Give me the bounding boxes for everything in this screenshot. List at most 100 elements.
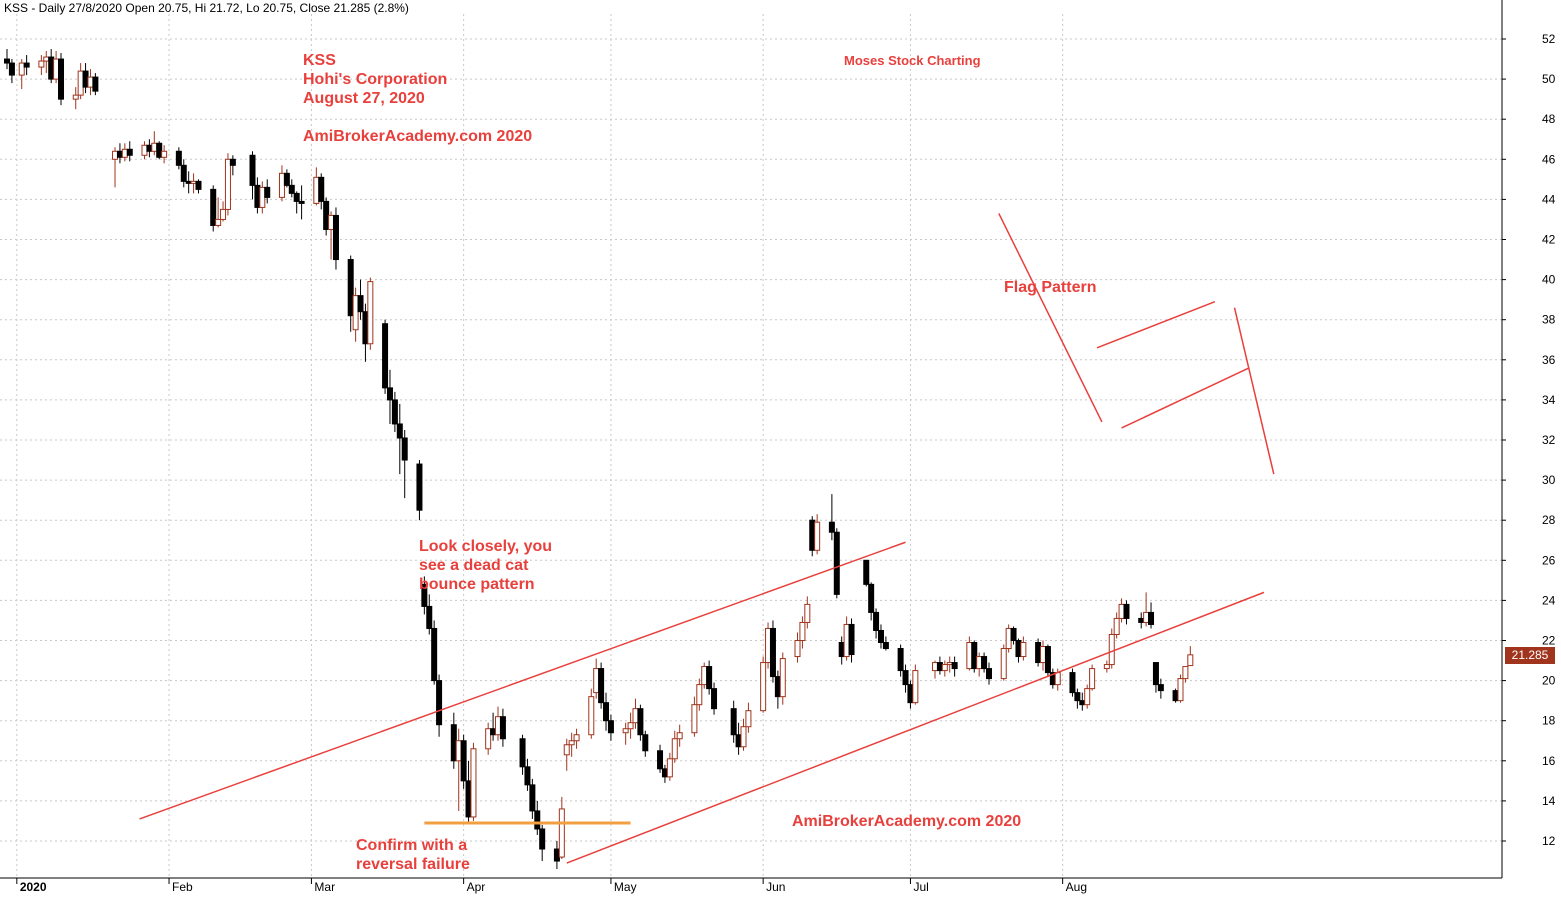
candle <box>313 167 320 206</box>
candle-body-up <box>495 716 501 736</box>
candle <box>126 141 133 162</box>
candle-body-down <box>499 716 506 740</box>
candle-body-down <box>907 684 914 704</box>
candle-body-up <box>912 670 919 704</box>
candle <box>657 744 664 773</box>
candle <box>1148 602 1155 629</box>
y-tick-label: 18 <box>1542 714 1556 728</box>
candle <box>691 696 698 737</box>
candle <box>642 730 649 757</box>
candle <box>470 742 477 821</box>
candle <box>43 51 50 74</box>
candle <box>401 429 408 499</box>
candle <box>416 460 423 521</box>
candle-body-up <box>760 662 767 712</box>
candle <box>8 59 15 84</box>
candle-body-up <box>215 218 222 226</box>
candle-body-down <box>981 656 988 670</box>
candle <box>1123 600 1130 625</box>
candle-body-down <box>4 58 10 64</box>
candle-body-up <box>799 621 806 642</box>
candle-body-down <box>863 559 870 585</box>
candle-body-down <box>450 724 457 762</box>
candle-body-up <box>794 640 801 658</box>
candle-body-up <box>1118 603 1125 619</box>
candle-body-down <box>298 200 305 204</box>
candle-body-down <box>264 186 271 198</box>
candle <box>1040 640 1047 671</box>
candle <box>873 608 880 639</box>
candle-body-up <box>765 627 772 664</box>
candle <box>460 734 467 789</box>
candle-body-down <box>460 740 467 782</box>
candle-body-down <box>431 627 438 682</box>
candle-body-down <box>180 164 187 182</box>
candle <box>519 734 526 775</box>
candle <box>1010 626 1017 645</box>
candle <box>794 632 801 663</box>
candle-body-up <box>843 623 850 658</box>
flag-pole-left-line <box>998 213 1103 423</box>
candle-body-up <box>1000 648 1007 680</box>
candle <box>431 620 438 685</box>
candle-body-down <box>735 734 742 748</box>
candle-body-up <box>72 94 79 100</box>
y-tick-label: 38 <box>1542 313 1556 327</box>
candle-body-down <box>711 688 718 710</box>
last-price-badge: 21.285 <box>1505 647 1555 664</box>
candle <box>951 656 958 677</box>
candle <box>971 640 978 673</box>
candle <box>828 494 835 541</box>
candle-body-up <box>121 148 128 158</box>
candle-body-down <box>416 463 423 511</box>
candle <box>769 620 776 683</box>
candle-body-up <box>485 728 492 750</box>
candle <box>804 596 811 629</box>
y-tick-label: 20 <box>1542 674 1556 688</box>
candle <box>386 369 393 424</box>
candle-body-down <box>48 56 55 80</box>
candle-body-up <box>161 150 168 158</box>
title-block: KSS Hohi's Corporation August 27, 2020 <box>303 51 447 108</box>
candle <box>195 179 202 194</box>
candle <box>593 658 600 699</box>
candle-body-up <box>53 58 60 80</box>
candle <box>627 712 634 739</box>
candle-body-up <box>77 70 84 96</box>
candle-body-down <box>92 76 99 92</box>
candle-body-down <box>833 531 840 595</box>
flag-bottom-line <box>1121 367 1250 429</box>
candle <box>323 197 330 236</box>
candle <box>1103 660 1110 673</box>
candle-body-up <box>941 664 948 672</box>
candle <box>224 153 231 216</box>
site-watermark-bottom: AmiBrokerAcademy.com 2020 <box>792 813 1022 830</box>
y-tick-label: 34 <box>1542 393 1556 407</box>
candle <box>1044 644 1051 677</box>
candle-body-down <box>156 142 163 158</box>
candle-body-up <box>313 176 320 204</box>
x-tick-label: 2020 <box>20 880 47 894</box>
candle-body-down <box>58 58 65 100</box>
candle-body-down <box>828 521 835 533</box>
candle <box>603 692 610 731</box>
candle <box>863 559 870 587</box>
candle <box>838 636 845 665</box>
candle-body-down <box>1010 627 1017 641</box>
candle-body-up <box>691 704 698 734</box>
y-tick-label: 26 <box>1542 553 1556 567</box>
candle-body-up <box>352 295 359 331</box>
candle-body-up <box>1089 668 1096 690</box>
candle-body-down <box>539 828 546 850</box>
candle <box>524 758 531 791</box>
candle-body-down <box>362 311 369 345</box>
site-watermark-top: AmiBrokerAcademy.com 2020 <box>303 128 533 145</box>
candle-body-up <box>1020 642 1027 658</box>
candle-body-down <box>809 519 816 551</box>
candle <box>426 594 433 635</box>
candle-body-down <box>598 668 605 704</box>
y-tick-label: 46 <box>1542 152 1556 166</box>
candle-body-up <box>779 658 786 698</box>
